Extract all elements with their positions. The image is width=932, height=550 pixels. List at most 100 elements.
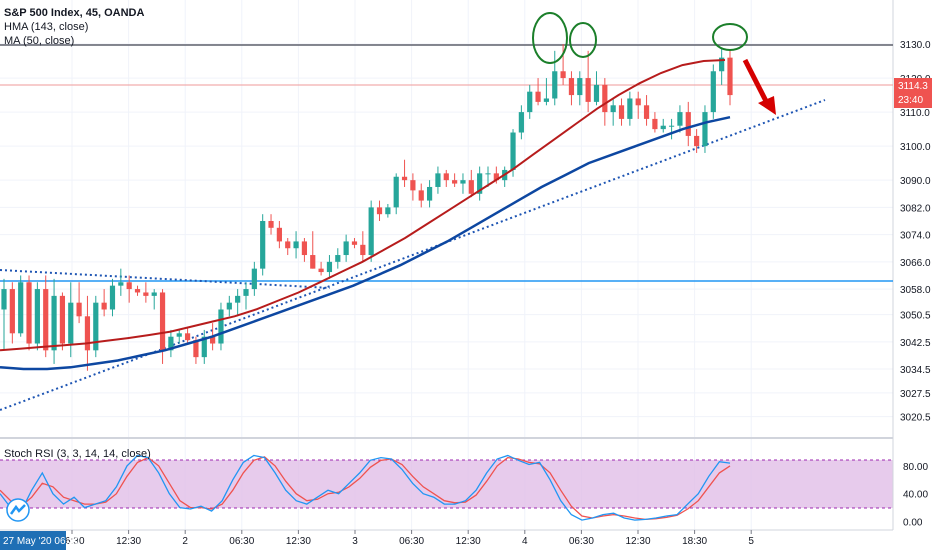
candle-body: [1, 289, 7, 310]
down-arrow[interactable]: [742, 58, 776, 115]
tradingview-logo-icon[interactable]: [6, 498, 30, 522]
candle-body: [18, 282, 24, 334]
candle-body: [143, 292, 149, 296]
candle: [218, 302, 224, 351]
time-tick-label: 06:30: [399, 536, 424, 547]
candle-body: [84, 316, 91, 351]
price-tick-label: 3074.0: [900, 231, 931, 242]
candle: [477, 166, 483, 201]
candle: [618, 98, 625, 126]
candle-body: [126, 282, 132, 290]
candle-body: [201, 336, 207, 358]
candle-body: [293, 241, 299, 249]
ma-line: [0, 115, 731, 371]
hma-legend[interactable]: HMA (143, close): [4, 21, 89, 33]
candle-body: [668, 125, 675, 127]
symbol-title[interactable]: S&P 500 Index, 45, OANDA: [4, 7, 145, 19]
candle: [401, 159, 408, 187]
candle: [126, 275, 132, 303]
candle-body: [235, 295, 241, 303]
candle: [568, 71, 575, 106]
candle-body: [151, 292, 157, 296]
candle: [310, 231, 316, 269]
candle-body: [34, 289, 40, 344]
candle: [702, 105, 708, 153]
price-tick-label: 3110.0: [900, 108, 930, 119]
candle-body: [527, 91, 533, 113]
candle: [452, 173, 458, 187]
rsi-axis[interactable]: 80.00 40.00 0.00: [903, 462, 928, 529]
price-tick-label: 3020.5: [900, 413, 931, 424]
candle-body: [727, 57, 733, 96]
candle-body: [702, 112, 708, 147]
price-tick-label: 3027.5: [900, 389, 931, 400]
candle-body: [368, 207, 374, 256]
candle-body: [109, 285, 116, 310]
candle: [585, 50, 591, 113]
candle: [418, 183, 424, 208]
candle: [643, 95, 650, 126]
candle-body: [210, 336, 216, 344]
candle-body: [710, 71, 716, 113]
candle-body: [593, 84, 600, 102]
candle-body: [134, 289, 141, 293]
candle-body: [76, 302, 82, 317]
candle-body: [535, 91, 541, 102]
candle-body: [552, 71, 558, 99]
candle-body: [118, 282, 124, 286]
ma-legend[interactable]: MA (50, close): [4, 35, 75, 47]
top-circle-2[interactable]: [569, 22, 597, 58]
top-circle-1[interactable]: [532, 12, 568, 64]
price-tick-label: 3034.5: [900, 365, 931, 376]
candle-body: [685, 112, 691, 136]
candle: [76, 282, 82, 324]
candle-body: [51, 295, 57, 351]
candle: [143, 282, 149, 303]
candle: [68, 282, 74, 358]
time-tick-label: 06:30: [59, 536, 84, 547]
candle: [343, 234, 349, 262]
top-circle-3[interactable]: [712, 23, 748, 51]
candle: [260, 214, 266, 276]
candle-body: [627, 98, 633, 119]
candle-body: [401, 176, 408, 181]
candle-body: [43, 289, 49, 351]
candle: [635, 91, 641, 119]
candle: [84, 295, 91, 371]
rsi-legend[interactable]: Stoch RSI (3, 3, 14, 14, close): [4, 448, 151, 460]
candle: [134, 285, 141, 296]
time-cursor-badge: 27 May '20 06:30: [0, 531, 80, 550]
stoch-rsi-d-line: [0, 456, 731, 521]
rsi-tick-label: 80.00: [903, 462, 928, 473]
time-tick-label: 12:30: [286, 536, 311, 547]
candle-body: [376, 207, 383, 215]
candle-body: [677, 112, 683, 126]
rsi-tick-label: 40.00: [903, 490, 928, 501]
falling-trendline[interactable]: [0, 269, 331, 289]
candle: [668, 118, 675, 140]
time-axis[interactable]: 06:30 12:30 2 06:30 12:30 3 06:30 12:30 4 06:30 12…: [59, 530, 754, 547]
candle: [326, 255, 333, 279]
candle-body: [68, 302, 74, 344]
candle-body: [618, 105, 625, 119]
price-tick-label: 3066.0: [900, 258, 931, 269]
candle: [602, 78, 608, 126]
candle-body: [426, 186, 433, 201]
chart-legend: S&P 500 Index, 45, OANDA HMA (143, close…: [4, 6, 144, 48]
candle: [43, 275, 49, 358]
candle-body: [393, 176, 399, 208]
candle: [727, 50, 733, 106]
candle: [652, 112, 658, 133]
rising-trendline[interactable]: [0, 99, 826, 411]
stoch-rsi-k-line: [0, 454, 731, 521]
candle-body: [543, 98, 550, 102]
candle: [201, 329, 207, 364]
candle: [543, 78, 550, 106]
time-cursor-label: 27 May '20 06:30: [3, 536, 80, 547]
time-tick-label: 4: [522, 536, 528, 547]
candle-body: [510, 132, 516, 170]
candle: [159, 289, 166, 364]
candle: [376, 200, 383, 221]
price-tick-label: 3130.0: [900, 40, 931, 51]
